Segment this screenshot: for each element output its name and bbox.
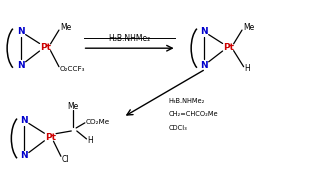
- Text: Pt: Pt: [45, 132, 56, 142]
- Text: CDCl₃: CDCl₃: [168, 125, 187, 131]
- Text: H₃B.NHMe₂: H₃B.NHMe₂: [109, 34, 151, 43]
- Text: H₃B.NHMe₂: H₃B.NHMe₂: [168, 98, 205, 104]
- Text: Me: Me: [243, 23, 254, 32]
- Text: N: N: [200, 61, 208, 70]
- Text: N: N: [20, 151, 28, 160]
- Text: H: H: [245, 64, 250, 74]
- Text: N: N: [17, 61, 25, 70]
- Text: O₂CCF₃: O₂CCF₃: [60, 66, 86, 72]
- Text: Cl: Cl: [62, 155, 69, 164]
- Text: Pt: Pt: [40, 43, 51, 52]
- Text: N: N: [20, 115, 28, 125]
- Text: CO₂Me: CO₂Me: [86, 119, 110, 125]
- Text: N: N: [17, 27, 25, 36]
- Text: N: N: [200, 27, 208, 36]
- Text: CH₂=CHCO₂Me: CH₂=CHCO₂Me: [168, 111, 218, 117]
- Text: H: H: [87, 136, 93, 145]
- Text: Me: Me: [67, 102, 78, 111]
- Text: Pt: Pt: [223, 43, 234, 52]
- Text: Me: Me: [60, 23, 71, 32]
